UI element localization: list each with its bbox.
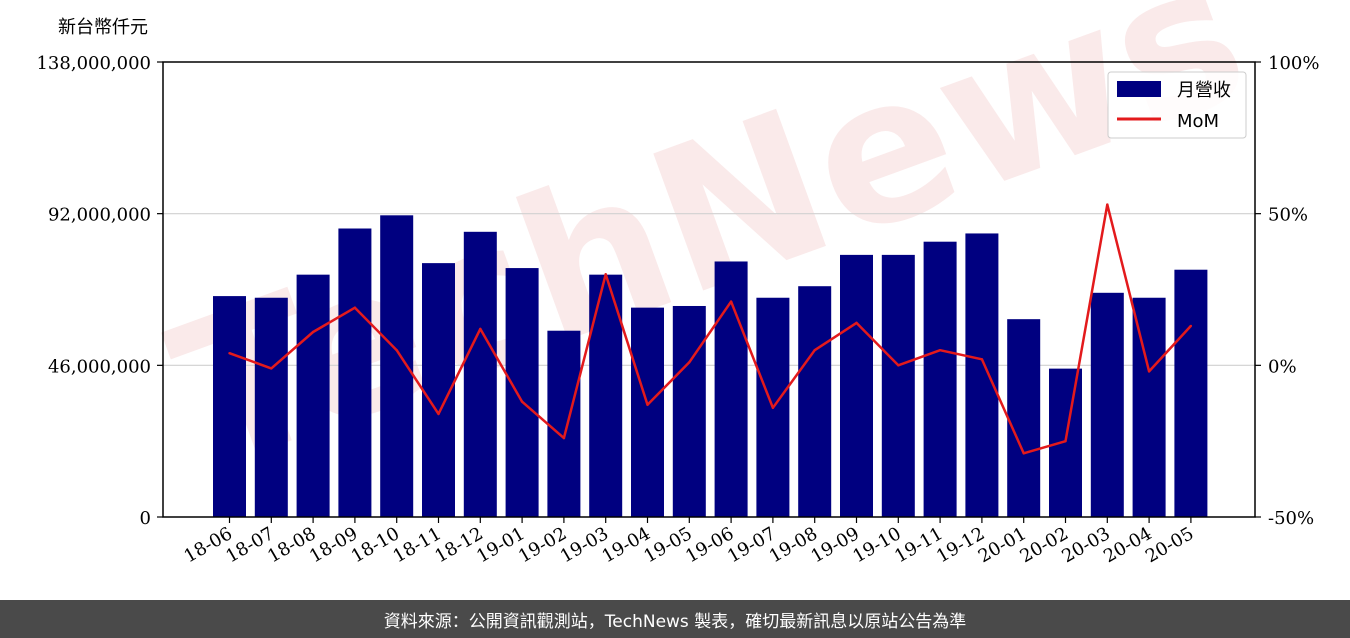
bar-19-08 (798, 286, 832, 517)
mom-point-18-12 (479, 327, 482, 331)
mom-point-19-09 (855, 321, 858, 325)
mom-point-19-07 (771, 406, 775, 409)
bar-18-08 (296, 274, 330, 517)
y-right-tick-label: 50% (1268, 205, 1308, 226)
bar-19-01 (505, 268, 539, 517)
bar-18-12 (463, 231, 497, 517)
mom-line-series (228, 203, 1193, 455)
y-right-tick-label: 100% (1268, 53, 1319, 74)
mom-point-20-04 (1147, 370, 1151, 373)
bar-19-02 (547, 330, 581, 517)
bar-19-06 (714, 261, 748, 517)
y-right-tick-label: -50% (1268, 508, 1314, 529)
mom-point-18-09 (353, 306, 357, 309)
bar-19-12 (965, 233, 999, 517)
bar-20-01 (1007, 319, 1041, 517)
legend-bar-swatch (1117, 81, 1161, 97)
plot-frame (162, 61, 1256, 518)
bar-19-09 (840, 254, 873, 517)
bar-20-05 (1174, 269, 1208, 517)
bar-18-09 (338, 228, 372, 518)
mom-point-20-02 (1064, 439, 1067, 443)
mom-point-19-03 (604, 273, 607, 276)
mom-point-19-02 (562, 436, 566, 440)
y-left-tick-label: 138,000,000 (36, 53, 151, 74)
mom-point-18-07 (270, 367, 273, 370)
y-right-tick-label: 0% (1268, 356, 1297, 377)
legend: 月營收 MoM (1107, 71, 1247, 139)
bar-19-04 (631, 307, 664, 517)
mom-line (229, 203, 1192, 455)
source-text: 資料來源：公開資訊觀測站，TechNews 製表，確切最新訊息以原站公告為準 (383, 611, 967, 632)
bar-19-05 (672, 305, 706, 517)
mom-point-19-04 (646, 403, 649, 406)
bar-20-02 (1049, 368, 1082, 517)
bar-20-03 (1090, 292, 1124, 517)
bar-18-06 (213, 296, 246, 517)
legend-label-mom: MoM (1177, 111, 1219, 132)
bar-19-10 (881, 254, 915, 517)
mom-point-18-11 (437, 412, 440, 416)
bar-18-07 (254, 297, 288, 517)
mom-point-19-10 (897, 364, 900, 367)
y-left-unit-label: 新台幣仟元 (58, 17, 148, 38)
mom-point-18-10 (395, 348, 398, 352)
mom-point-19-11 (938, 348, 942, 352)
revenue-chart: TechNews 新台幣仟元 046,000,00092,000,000138,… (36, 0, 1319, 567)
mom-point-19-12 (980, 358, 984, 361)
mom-point-20-05 (1189, 324, 1193, 328)
mom-point-19-08 (813, 348, 816, 352)
y-left-tick-label: 46,000,000 (48, 356, 151, 377)
source-footer: 資料來源：公開資訊觀測站，TechNews 製表，確切最新訊息以原站公告為準 (0, 600, 1350, 638)
x-tick-label: 20-05 (1142, 523, 1197, 567)
mom-point-19-06 (729, 300, 733, 303)
bar-19-11 (923, 241, 957, 518)
mom-point-20-03 (1106, 203, 1109, 206)
y-left-tick-label: 0 (140, 508, 151, 529)
y-left-tick-label: 92,000,000 (48, 205, 151, 226)
mom-point-18-08 (311, 330, 315, 334)
legend-label-revenue: 月營收 (1177, 80, 1231, 101)
mom-point-19-05 (688, 361, 691, 364)
mom-point-18-06 (228, 352, 231, 355)
mom-point-20-01 (1022, 452, 1025, 455)
bar-series (213, 215, 1208, 518)
mom-point-19-01 (520, 400, 524, 403)
bar-20-04 (1132, 297, 1166, 517)
